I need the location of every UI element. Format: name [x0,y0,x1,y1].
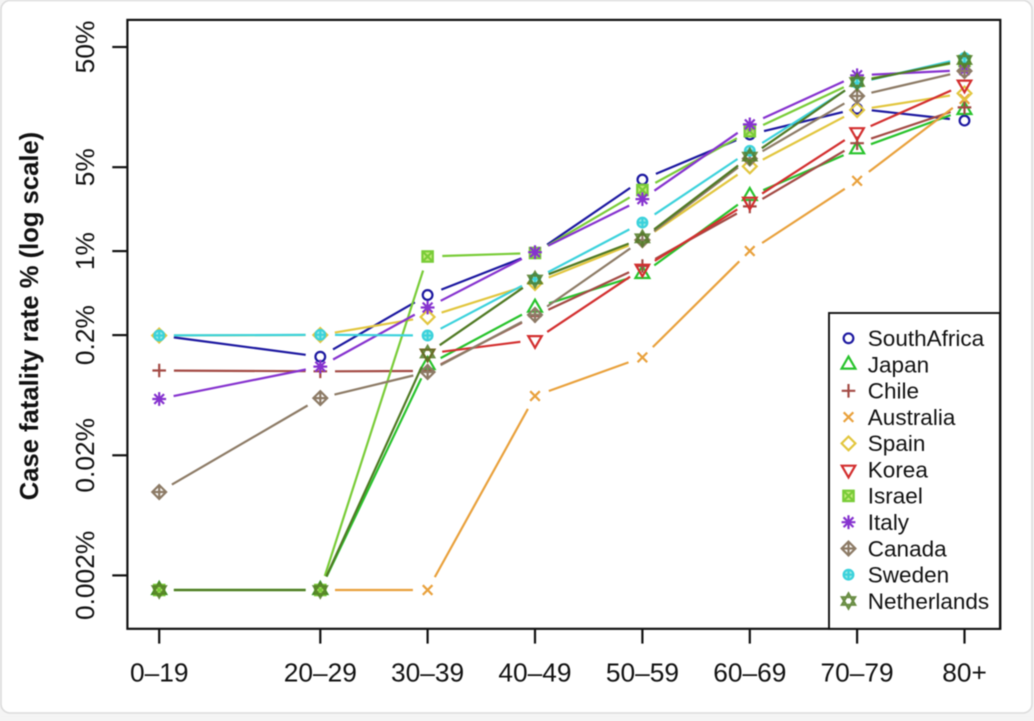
svg-text:Italy: Italy [868,510,910,535]
svg-text:0.02%: 0.02% [70,418,100,493]
svg-text:Canada: Canada [868,536,947,561]
svg-text:60–69: 60–69 [713,658,786,688]
svg-text:Israel: Israel [868,484,923,509]
svg-text:Japan: Japan [868,352,929,377]
svg-text:20–29: 20–29 [284,658,357,688]
svg-text:0.2%: 0.2% [70,305,100,365]
svg-text:Netherlands: Netherlands [868,589,989,614]
svg-text:SouthAfrica: SouthAfrica [868,326,985,351]
svg-text:80+: 80+ [942,658,987,688]
svg-text:0.002%: 0.002% [70,531,100,620]
svg-text:40–49: 40–49 [498,658,571,688]
svg-text:Korea: Korea [868,457,929,482]
svg-text:Spain: Spain [868,431,926,456]
svg-text:5%: 5% [70,148,100,186]
svg-text:0–19: 0–19 [130,658,189,688]
svg-text:Australia: Australia [868,405,956,430]
svg-text:30–39: 30–39 [391,658,464,688]
svg-text:Sweden: Sweden [868,563,949,588]
svg-text:70–79: 70–79 [821,658,894,688]
svg-text:Case fatality rate % (log scal: Case fatality rate % (log scale) [16,132,44,500]
svg-text:50%: 50% [70,21,100,74]
svg-text:1%: 1% [70,232,100,270]
svg-text:50–59: 50–59 [606,658,679,688]
svg-text:Chile: Chile [868,379,919,404]
